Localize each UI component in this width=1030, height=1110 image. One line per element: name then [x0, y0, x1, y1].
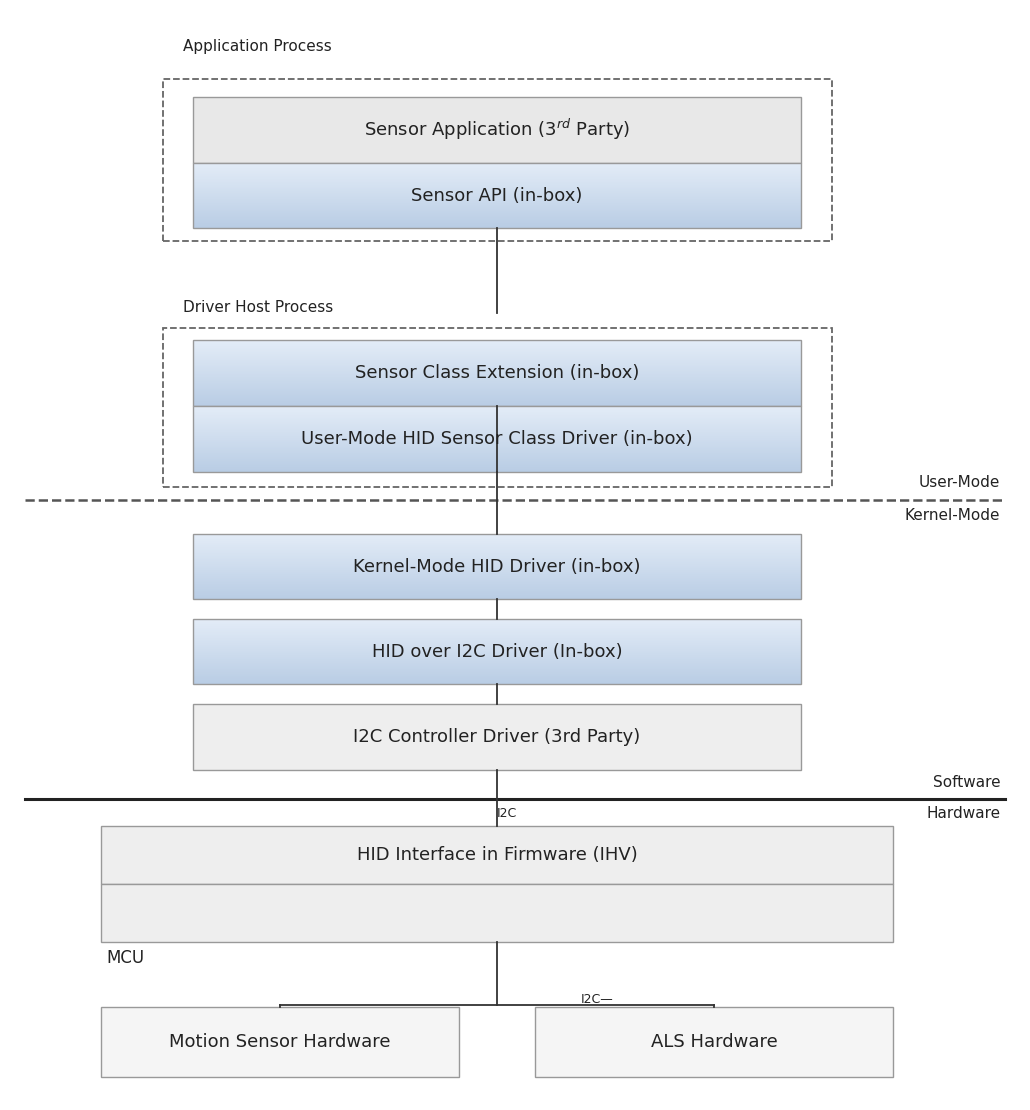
- Bar: [194, 163, 801, 229]
- Bar: [194, 534, 801, 599]
- Text: ALS Hardware: ALS Hardware: [651, 1033, 778, 1051]
- Text: HID Interface in Firmware (IHV): HID Interface in Firmware (IHV): [356, 846, 638, 864]
- Bar: [163, 79, 831, 241]
- Text: Sensor Application (3$^{rd}$ Party): Sensor Application (3$^{rd}$ Party): [364, 118, 630, 142]
- Bar: [194, 618, 801, 685]
- Bar: [101, 1007, 458, 1077]
- Text: Motion Sensor Hardware: Motion Sensor Hardware: [169, 1033, 390, 1051]
- Bar: [194, 704, 801, 769]
- Text: User-Mode: User-Mode: [919, 475, 1000, 491]
- Bar: [194, 341, 801, 406]
- Text: Software: Software: [933, 775, 1000, 790]
- Text: Application Process: Application Process: [183, 40, 332, 54]
- Text: I2C: I2C: [496, 807, 517, 819]
- Text: User-Mode HID Sensor Class Driver (in-box): User-Mode HID Sensor Class Driver (in-bo…: [302, 430, 693, 448]
- Bar: [101, 826, 893, 884]
- Text: Sensor API (in-box): Sensor API (in-box): [411, 186, 583, 204]
- Text: Driver Host Process: Driver Host Process: [183, 301, 334, 315]
- Text: MCU: MCU: [106, 949, 144, 967]
- Text: HID over I2C Driver (In-box): HID over I2C Driver (In-box): [372, 643, 622, 660]
- Bar: [194, 97, 801, 163]
- Text: Hardware: Hardware: [926, 806, 1000, 821]
- Text: I2C—: I2C—: [580, 993, 613, 1006]
- Bar: [194, 406, 801, 472]
- Text: Kernel-Mode: Kernel-Mode: [904, 507, 1000, 523]
- Bar: [101, 884, 893, 941]
- Text: Sensor Class Extension (in-box): Sensor Class Extension (in-box): [355, 364, 640, 382]
- Bar: [536, 1007, 893, 1077]
- Text: Kernel-Mode HID Driver (in-box): Kernel-Mode HID Driver (in-box): [353, 557, 641, 576]
- Text: I2C Controller Driver (3rd Party): I2C Controller Driver (3rd Party): [353, 728, 641, 746]
- Bar: [163, 327, 831, 487]
